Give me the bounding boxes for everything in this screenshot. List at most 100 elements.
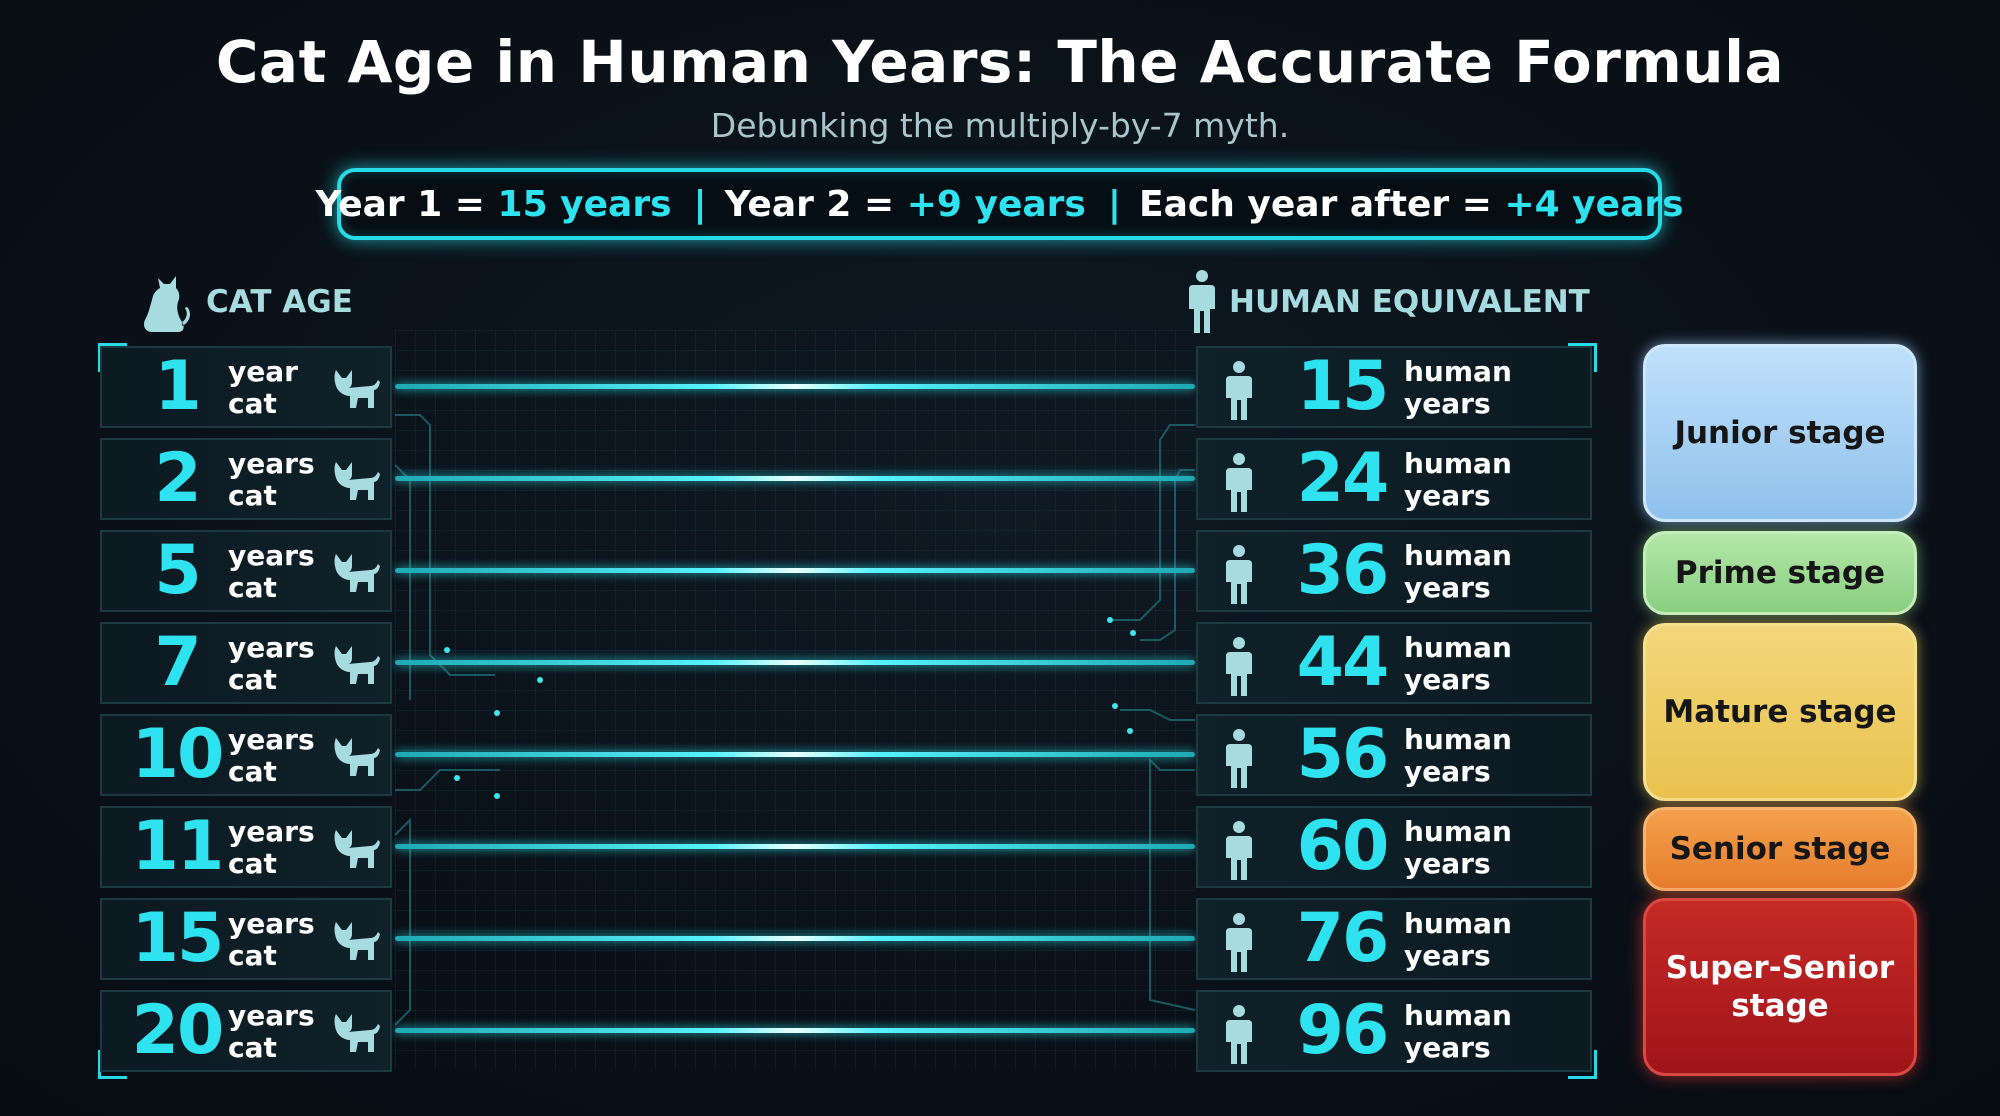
cat-age-unit-line2: cat	[228, 663, 277, 696]
connector-line	[395, 752, 1195, 757]
cat-age-unit-line2: cat	[228, 387, 277, 420]
cat-age-number: 15	[131, 899, 225, 978]
formula-separator: |	[1107, 183, 1121, 225]
cat-age-number: 20	[131, 991, 225, 1070]
mature-stage-badge: Mature stage	[1643, 623, 1917, 801]
human-age-unit: human years	[1404, 448, 1544, 512]
frame-corner	[98, 1050, 127, 1079]
cat-age-header-text: CAT AGE	[206, 284, 353, 320]
human-age-number: 15	[1296, 347, 1390, 426]
cat-age-unit-line2: cat	[228, 1031, 277, 1064]
cat-age-unit: years cat	[228, 540, 338, 604]
human-equivalent-box: 36 human years	[1196, 530, 1592, 612]
cat-age-unit-line1: years	[228, 723, 315, 756]
cat-age-unit: years cat	[228, 908, 338, 972]
human-age-unit-line1: human	[1404, 907, 1512, 940]
human-equivalent-box: 24 human years	[1196, 438, 1592, 520]
junior-stage-label: Junior stage	[1674, 415, 1886, 451]
cat-age-unit: years cat	[228, 724, 338, 788]
human-equivalent-box: 15 human years	[1196, 346, 1592, 428]
cat-age-box: 15 years cat	[100, 898, 392, 980]
cat-age-number: 11	[131, 807, 225, 886]
cat-age-number: 10	[131, 715, 225, 794]
person-icon	[1224, 360, 1254, 426]
frame-corner	[1568, 1050, 1597, 1079]
cat-icon	[330, 458, 380, 506]
prime-stage-badge: Prime stage	[1643, 531, 1917, 615]
person-icon	[1224, 452, 1254, 518]
cat-age-box: 1 year cat	[100, 346, 392, 428]
formula-after-label: Each year after =	[1139, 183, 1492, 225]
cat-age-number: 5	[154, 531, 201, 610]
super-senior-stage-label-line2: stage	[1731, 988, 1829, 1024]
human-age-unit-line1: human	[1404, 447, 1512, 480]
mature-stage-label: Mature stage	[1663, 694, 1897, 730]
grid-background	[395, 330, 1195, 1070]
super-senior-stage-label-line1: Super-Senior	[1665, 950, 1895, 986]
connector-line	[395, 936, 1195, 941]
page-title: Cat Age in Human Years: The Accurate For…	[215, 28, 1785, 96]
cat-icon	[330, 734, 380, 782]
person-icon	[1224, 636, 1254, 702]
prime-stage-label: Prime stage	[1674, 555, 1886, 591]
human-age-number: 96	[1296, 991, 1390, 1070]
human-equivalent-box: 56 human years	[1196, 714, 1592, 796]
human-age-unit-line2: years	[1404, 387, 1491, 420]
human-age-number: 60	[1296, 807, 1390, 886]
cat-age-number: 7	[154, 623, 201, 702]
human-age-unit: human years	[1404, 540, 1544, 604]
human-age-unit-line2: years	[1404, 755, 1491, 788]
cat-age-box: 7 years cat	[100, 622, 392, 704]
cat-age-unit: years cat	[228, 1000, 338, 1064]
human-equivalent-box: 76 human years	[1196, 898, 1592, 980]
cat-age-number: 2	[154, 439, 201, 518]
person-icon	[1189, 270, 1215, 333]
cat-age-unit-line2: cat	[228, 939, 277, 972]
human-equivalent-box: 60 human years	[1196, 806, 1592, 888]
human-equivalent-header-text: HUMAN EQUIVALENT	[1229, 284, 1590, 320]
cat-age-number: 1	[154, 347, 201, 426]
frame-corner	[98, 343, 127, 372]
cat-age-unit: year cat	[228, 356, 338, 420]
cat-age-header: CAT AGE	[138, 272, 353, 332]
formula-year1-value: 15 years	[497, 183, 672, 225]
human-age-unit: human years	[1404, 1000, 1544, 1064]
human-age-number: 76	[1296, 899, 1390, 978]
cat-icon	[330, 918, 380, 966]
human-age-number: 36	[1296, 531, 1390, 610]
formula-year1-label: Year 1 =	[315, 183, 485, 225]
cat-age-unit-line2: cat	[228, 755, 277, 788]
human-age-unit-line2: years	[1404, 939, 1491, 972]
human-age-unit-line1: human	[1404, 539, 1512, 572]
connector-line	[395, 844, 1195, 849]
formula-year2-value: +9 years	[906, 183, 1086, 225]
human-age-unit-line1: human	[1404, 723, 1512, 756]
cat-age-unit-line2: cat	[228, 479, 277, 512]
cat-icon	[330, 366, 380, 414]
person-icon	[1224, 1004, 1254, 1070]
connector-line	[395, 476, 1195, 481]
person-icon	[1224, 728, 1254, 794]
senior-stage-label: Senior stage	[1669, 831, 1891, 867]
human-age-unit-line1: human	[1404, 355, 1512, 388]
human-age-unit-line1: human	[1404, 815, 1512, 848]
formula-banner: Year 1 = 15 years | Year 2 = +9 years | …	[315, 168, 1684, 240]
cat-icon	[330, 550, 380, 598]
junior-stage-badge: Junior stage	[1643, 344, 1917, 522]
cat-age-unit: years cat	[228, 632, 338, 696]
human-age-unit: human years	[1404, 632, 1544, 696]
person-icon	[1224, 820, 1254, 886]
human-age-number: 24	[1296, 439, 1390, 518]
human-age-unit: human years	[1404, 724, 1544, 788]
cat-age-unit-line1: years	[228, 447, 315, 480]
cat-age-unit-line2: cat	[228, 571, 277, 604]
cat-age-box: 11 years cat	[100, 806, 392, 888]
human-age-unit-line2: years	[1404, 571, 1491, 604]
cat-age-unit: years cat	[228, 448, 338, 512]
human-age-unit: human years	[1404, 356, 1544, 420]
cat-icon	[330, 826, 380, 874]
human-age-unit-line2: years	[1404, 479, 1491, 512]
cat-age-unit-line1: year	[228, 355, 298, 388]
person-icon	[1224, 544, 1254, 610]
